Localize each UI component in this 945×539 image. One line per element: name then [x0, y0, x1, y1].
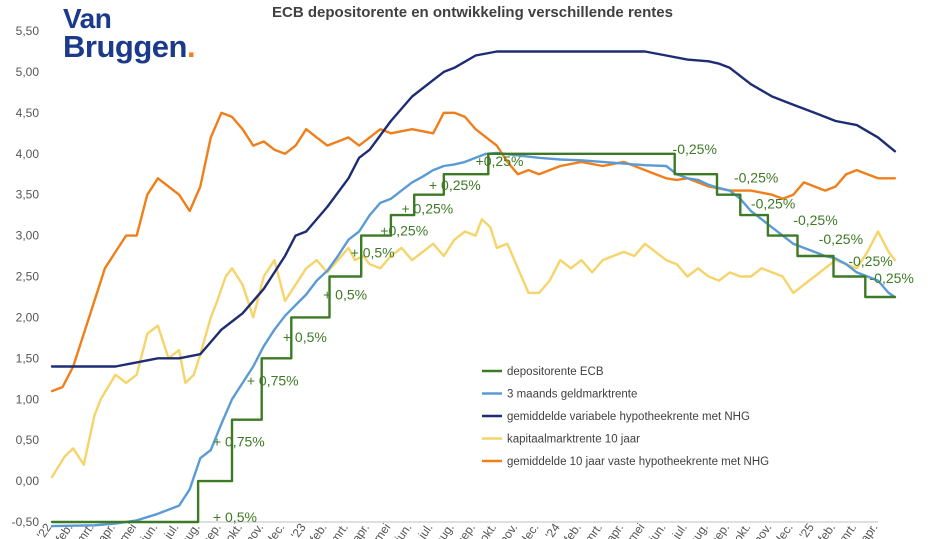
step-annotation: +0,25%	[476, 153, 524, 169]
x-tick-label: mrt.	[328, 521, 351, 539]
y-tick-label: 0,50	[16, 433, 40, 447]
x-tick-label: dec.	[263, 521, 287, 539]
series-line-kap	[50, 217, 897, 479]
logo-dot: .	[186, 29, 196, 64]
x-tick-label: feb.	[307, 521, 330, 539]
step-annotation: -0,25%	[673, 141, 717, 157]
legend-label-geld: 3 maands geldmarktrente	[507, 389, 637, 401]
y-tick-label: 2,00	[16, 310, 40, 324]
y-tick-label: 3,50	[16, 188, 40, 202]
legend-label-depo: depositorente ECB	[507, 366, 604, 378]
y-tick-label: 5,00	[16, 65, 40, 79]
y-tick-label: -0,50	[12, 515, 40, 529]
legend-label-var: gemiddelde variabele hypotheekrente met …	[507, 411, 750, 423]
x-tick-label: mrt.	[582, 521, 605, 539]
series-line-vast	[50, 111, 897, 393]
x-tick-label: apr.	[603, 521, 626, 539]
x-tick-label: apr.	[858, 521, 881, 539]
x-tick-label: apr.	[349, 521, 372, 539]
logo-bruggen-text: Bruggen	[63, 29, 187, 64]
step-annotation: -0,25%	[848, 253, 892, 269]
x-tick-label: mei	[371, 521, 394, 539]
x-tick-label: sep.	[454, 521, 478, 539]
logo-bruggen: Bruggen.	[63, 29, 196, 65]
step-annotation: -0,25%	[819, 231, 863, 247]
x-tick-label: feb.	[815, 521, 838, 539]
y-tick-label: 5,50	[16, 24, 40, 38]
y-tick-label: 3,00	[16, 229, 40, 243]
x-tick-label: feb.	[561, 521, 584, 539]
step-annotation: + 0,75%	[213, 434, 265, 450]
y-tick-label: 4,00	[16, 147, 40, 161]
x-tick-label: mrt.	[73, 521, 96, 539]
x-tick-label: aug.	[686, 521, 711, 539]
x-tick-label: jul.	[669, 521, 690, 539]
y-tick-label: 4,50	[16, 106, 40, 120]
x-tick-label: okt.	[477, 521, 500, 539]
x-tick-label: aug.	[178, 521, 203, 539]
y-tick-label: 1,00	[16, 392, 40, 406]
x-tick-label: feb.	[53, 521, 76, 539]
step-annotation: + 0,5%	[283, 329, 327, 345]
x-tick-label: aug.	[432, 521, 457, 539]
x-tick-label: sep.	[708, 521, 732, 539]
y-tick-label: 1,50	[16, 351, 40, 365]
step-annotation: + 0,25%	[429, 177, 481, 193]
logo-van: Van	[63, 3, 112, 34]
x-tick-label: jul.	[415, 521, 436, 539]
x-tick-label: jul.	[161, 521, 182, 539]
series-line-depo	[50, 152, 897, 524]
step-annotation: + 0,75%	[247, 372, 299, 388]
x-tick-label: nov.	[496, 521, 520, 539]
step-annotation: +0,25%	[380, 223, 428, 239]
x-tick-label: okt.	[731, 521, 754, 539]
y-tick-label: 0,00	[16, 474, 40, 488]
step-annotation: + 0,5%	[213, 509, 257, 525]
x-tick-label: jun.	[137, 521, 160, 539]
x-tick-label: mrt.	[836, 521, 859, 539]
x-tick-label: mei	[625, 521, 648, 539]
x-tick-label: dec.	[771, 521, 795, 539]
step-annotation: -0,25%	[751, 196, 795, 212]
series-line-geld	[50, 151, 897, 528]
chart-title: ECB depositorente en ontwikkeling versch…	[272, 4, 673, 21]
x-tick-label: nov.	[751, 521, 775, 539]
step-annotation: -0,25%	[734, 169, 778, 185]
legend-label-vast: gemiddelde 10 jaar vaste hypotheekrente …	[507, 456, 769, 468]
x-tick-label: dec.	[517, 521, 541, 539]
series-line-var	[50, 50, 897, 368]
step-annotation: -0,25%	[870, 270, 914, 286]
x-tick-label: jun.	[391, 521, 414, 539]
x-tick-label: jun.	[646, 521, 669, 539]
legend-label-kap: kapitaalmarktrente 10 jaar	[507, 434, 640, 446]
step-annotation: + 0,5%	[351, 245, 395, 261]
step-annotation: + 0,5%	[323, 286, 367, 302]
step-annotation: + 0,25%	[401, 200, 453, 216]
y-tick-label: 2,50	[16, 270, 40, 284]
step-annotation: -0,25%	[793, 212, 837, 228]
